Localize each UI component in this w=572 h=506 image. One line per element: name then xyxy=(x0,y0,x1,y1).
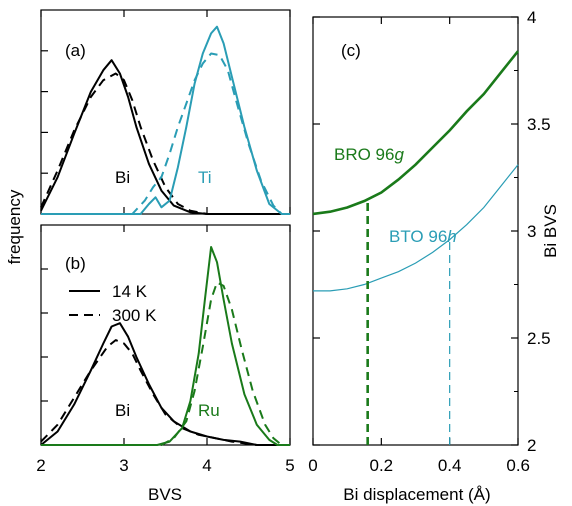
panel-b-series-bi-300-k xyxy=(40,339,290,446)
panel-a-series-bi-14-k xyxy=(40,59,290,215)
left-x-tick-label: 5 xyxy=(285,456,294,475)
bro-label: BRO 96g xyxy=(334,145,404,164)
panel-a-frame xyxy=(40,9,291,215)
right-y-tick-label: 3.5 xyxy=(527,115,551,134)
left-x-tick-labels: 2 3 4 5 xyxy=(36,456,294,475)
legend-14k: 14 K xyxy=(112,282,148,301)
panel-b-series-ru-300-k xyxy=(41,281,290,446)
panel-a-series-ti-300-k xyxy=(41,52,290,215)
panel-c-label: (c) xyxy=(341,41,361,60)
right-y-tick-label: 3 xyxy=(527,222,536,241)
right-y-axis-title: Bi BVS xyxy=(541,204,560,258)
right-x-tick-label: 0.2 xyxy=(370,456,394,475)
panel-c: (c) BRO 96g BTO 96h xyxy=(312,16,520,446)
panel-b: (b) Bi Ru 14 K 300 K xyxy=(40,224,291,446)
left-x-tick-label: 2 xyxy=(36,456,45,475)
right-y-tick-label: 2.5 xyxy=(527,329,551,348)
bro-label-main: BRO 96 xyxy=(334,145,394,164)
right-y-tick-label: 2 xyxy=(527,436,536,455)
legend-300k: 300 K xyxy=(112,306,157,325)
panel-b-bi-label: Bi xyxy=(115,401,130,420)
panel-a: (a) Bi Ti xyxy=(40,9,291,215)
right-x-tick-label: 0.4 xyxy=(438,456,462,475)
panel-b-frame xyxy=(40,224,291,446)
panel-a-ti-label: Ti xyxy=(198,168,212,187)
panel-c-series xyxy=(312,50,520,445)
left-y-axis-title: frequency xyxy=(5,189,24,264)
right-x-tick-label: 0 xyxy=(308,456,317,475)
right-x-axis-title: Bi displacement (Å) xyxy=(343,485,490,504)
panel-a-series-bi-300-k xyxy=(40,72,290,215)
panel-b-label: (b) xyxy=(65,254,86,273)
right-x-tick-label: 0.6 xyxy=(506,456,530,475)
panel-c-series-bto-96h xyxy=(313,164,519,292)
panel-b-ru-label: Ru xyxy=(198,401,220,420)
bto-label-italic: h xyxy=(447,227,456,246)
left-x-tick-label: 4 xyxy=(202,456,211,475)
panel-a-ticks xyxy=(40,10,291,214)
panel-b-series-bi-14-k xyxy=(40,322,290,446)
panel-a-series-ti-14-k xyxy=(41,25,290,215)
right-y-tick-label: 4 xyxy=(527,8,536,27)
panel-b-series xyxy=(40,246,290,446)
bto-label-main: BTO 96 xyxy=(389,227,447,246)
legend: 14 K 300 K xyxy=(69,282,157,325)
panel-c-series-bro-96g xyxy=(312,50,520,216)
bto-label: BTO 96h xyxy=(389,227,457,246)
right-x-tick-labels: 0 0.2 0.4 0.6 xyxy=(308,456,530,475)
left-x-axis-title: BVS xyxy=(148,485,182,504)
left-x-tick-label: 3 xyxy=(119,456,128,475)
right-y-tick-labels: 2 2.5 3 3.5 4 xyxy=(527,8,551,455)
panel-a-label: (a) xyxy=(65,41,86,60)
panel-a-bi-label: Bi xyxy=(115,168,130,187)
bro-label-italic: g xyxy=(394,145,404,164)
panel-a-series xyxy=(40,25,290,215)
